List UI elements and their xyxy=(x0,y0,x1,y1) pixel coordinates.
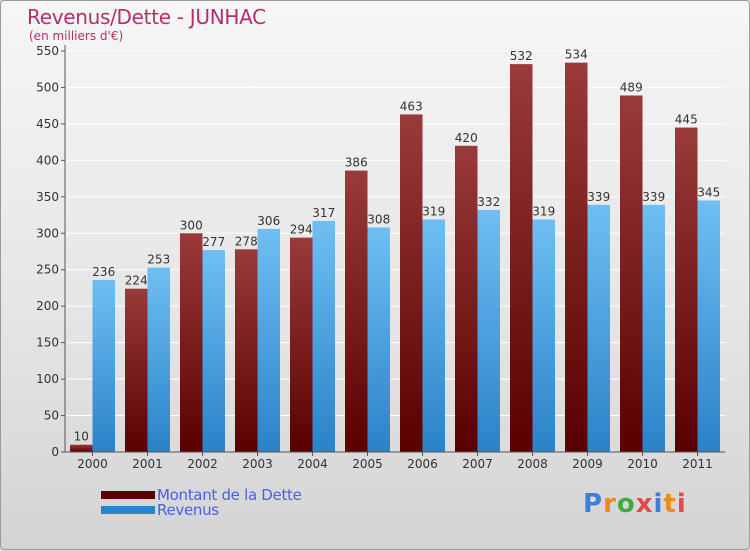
data-label: 300 xyxy=(180,218,203,232)
logo-letter: i xyxy=(676,489,687,519)
y-tick-label: 100 xyxy=(36,372,59,386)
data-label: 445 xyxy=(675,113,698,127)
data-label: 306 xyxy=(257,214,280,228)
x-tick-label: 2001 xyxy=(132,457,163,471)
y-tick-label: 250 xyxy=(36,263,59,277)
data-label: 10 xyxy=(74,430,89,444)
data-label: 489 xyxy=(620,80,643,94)
axes: 0 50 100 150 200 250 300 350 400 450 500 550 2000 200… xyxy=(36,44,725,471)
bar-dette xyxy=(455,145,478,453)
x-tick-label: 2002 xyxy=(187,457,218,471)
x-tick-label: 2004 xyxy=(297,457,328,471)
bar-dette xyxy=(620,95,643,452)
y-tick-label: 350 xyxy=(36,190,59,204)
x-tick-label: 2007 xyxy=(462,457,493,471)
x-tick-label: 2006 xyxy=(407,457,438,471)
bar-dette xyxy=(290,237,313,452)
proxiti-logo: Proxiti xyxy=(583,489,687,519)
bar-revenus xyxy=(477,209,500,452)
x-tick-label: 2008 xyxy=(517,457,548,471)
bars: 10 236 224 253 300 277 278 306 294 317 386 308 463 31… xyxy=(70,48,720,453)
data-label: 278 xyxy=(235,234,258,248)
bar-dette xyxy=(70,444,93,452)
bar-revenus xyxy=(367,227,390,452)
data-label: 532 xyxy=(510,49,533,63)
data-label: 463 xyxy=(400,99,423,113)
data-label: 386 xyxy=(345,156,368,170)
y-tick-label: 0 xyxy=(51,445,59,459)
chart-subtitle: (en milliers d'€) xyxy=(29,29,124,43)
data-label: 534 xyxy=(565,48,588,62)
bar-revenus xyxy=(202,250,225,452)
logo-letter: r xyxy=(603,489,617,519)
bar-revenus xyxy=(532,219,555,452)
bar-dette xyxy=(125,288,148,452)
data-label: 294 xyxy=(290,223,313,237)
y-tick-label: 500 xyxy=(36,80,59,94)
legend-swatch-dette xyxy=(101,490,155,499)
y-tick-label: 200 xyxy=(36,299,59,313)
chart-title: Revenus/Dette - JUNHAC xyxy=(27,5,266,29)
legend: Montant de la Dette Revenus xyxy=(101,485,302,519)
y-tick-label: 150 xyxy=(36,336,59,350)
logo-letter: t xyxy=(663,489,677,519)
x-tick-label: 2000 xyxy=(77,457,108,471)
bar-revenus xyxy=(147,267,170,452)
x-tick-label: 2011 xyxy=(682,457,713,471)
data-label: 253 xyxy=(147,253,170,267)
bar-dette xyxy=(675,127,698,453)
y-tick-label: 300 xyxy=(36,226,59,240)
logo-letter: x xyxy=(635,489,654,519)
y-tick-label: 450 xyxy=(36,117,59,131)
bar-dette xyxy=(510,64,533,452)
data-label: 224 xyxy=(125,274,148,288)
bar-dette xyxy=(345,170,368,452)
data-label: 319 xyxy=(422,204,445,218)
data-label: 319 xyxy=(532,204,555,218)
legend-item-dette: Montant de la Dette xyxy=(101,485,302,504)
x-tick-label: 2003 xyxy=(242,457,273,471)
bar-dette xyxy=(180,233,203,452)
y-tick-label: 400 xyxy=(36,153,59,167)
data-label: 277 xyxy=(202,235,225,249)
legend-label-dette: Montant de la Dette xyxy=(157,485,302,504)
data-label: 339 xyxy=(587,190,610,204)
bar-dette xyxy=(235,249,258,452)
x-tick-label: 2009 xyxy=(572,457,603,471)
x-tick-label: 2010 xyxy=(627,457,658,471)
bar-revenus xyxy=(422,219,445,452)
bar-dette xyxy=(565,62,588,452)
bar-revenus xyxy=(642,204,665,452)
logo-letter: P xyxy=(583,489,604,519)
data-label: 317 xyxy=(312,206,335,220)
bar-revenus xyxy=(697,200,720,452)
logo-letter: o xyxy=(616,489,636,519)
bar-revenus xyxy=(92,279,115,452)
x-tick-label: 2005 xyxy=(352,457,383,471)
bar-revenus xyxy=(257,228,280,452)
y-tick-label: 50 xyxy=(44,409,59,423)
data-label: 345 xyxy=(697,185,720,199)
legend-item-revenus: Revenus xyxy=(101,500,302,519)
data-label: 332 xyxy=(477,195,500,209)
y-tick-label: 550 xyxy=(36,44,59,58)
legend-swatch-revenus xyxy=(101,505,155,514)
data-label: 339 xyxy=(642,190,665,204)
legend-label-revenus: Revenus xyxy=(157,500,219,519)
data-label: 420 xyxy=(455,131,478,145)
bar-revenus xyxy=(587,204,610,452)
bar-dette xyxy=(400,114,423,452)
logo-letter: i xyxy=(653,489,664,519)
bar-revenus xyxy=(312,220,335,452)
data-label: 236 xyxy=(92,265,115,279)
data-label: 308 xyxy=(367,212,390,226)
